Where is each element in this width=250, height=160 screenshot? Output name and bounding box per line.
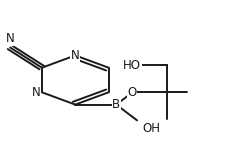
Text: HO: HO: [123, 59, 141, 72]
Text: B: B: [112, 98, 120, 111]
Text: N: N: [32, 86, 41, 99]
Text: OH: OH: [142, 122, 160, 135]
Text: N: N: [71, 49, 80, 62]
Text: N: N: [6, 32, 15, 45]
Text: O: O: [128, 86, 137, 99]
